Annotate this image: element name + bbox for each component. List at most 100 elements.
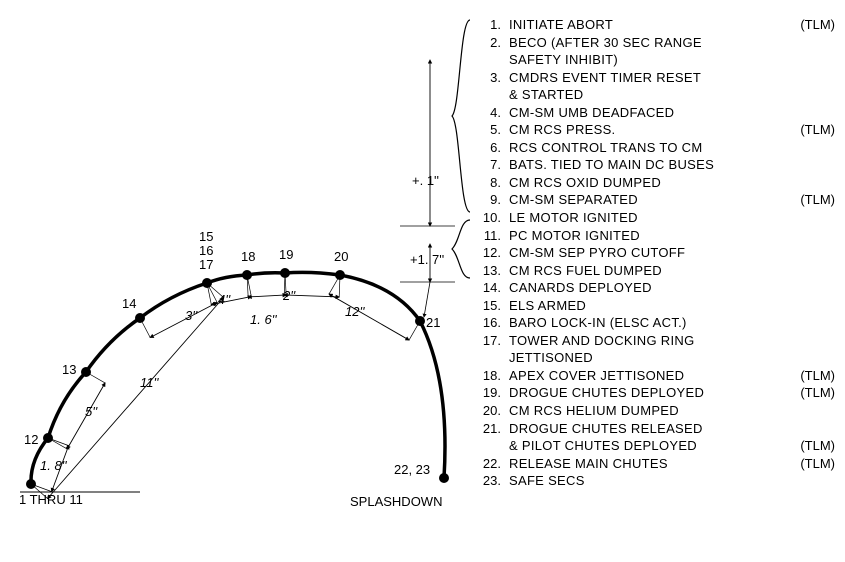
- node-label: 12: [24, 432, 38, 447]
- event-tlm: (TLM): [791, 437, 835, 455]
- event-number: 7.: [475, 156, 501, 174]
- event-tlm: [791, 86, 835, 104]
- event-number: 3.: [475, 69, 501, 87]
- event-text: PC MOTOR IGNITED: [509, 227, 791, 245]
- event-number: 18.: [475, 367, 501, 385]
- dimension-text: 4'': [218, 292, 231, 307]
- node-label: 18: [241, 249, 255, 264]
- event-number: 5.: [475, 121, 501, 139]
- event-text: RCS CONTROL TRANS TO CM: [509, 139, 791, 157]
- event-row: 19.DROGUE CHUTES DEPLOYED(TLM): [475, 384, 835, 402]
- event-tlm: [791, 279, 835, 297]
- event-row: 20.CM RCS HELIUM DUMPED: [475, 402, 835, 420]
- event-number: 14.: [475, 279, 501, 297]
- event-tlm: (TLM): [791, 121, 835, 139]
- dimension-text: 3'': [185, 308, 198, 323]
- event-number: 8.: [475, 174, 501, 192]
- event-tlm: [791, 244, 835, 262]
- event-row: & STARTED: [475, 86, 835, 104]
- event-row: 1.INITIATE ABORT(TLM): [475, 16, 835, 34]
- event-tlm: [791, 420, 835, 438]
- event-number: [475, 349, 501, 367]
- dimension-ext: [409, 321, 420, 340]
- event-tlm: (TLM): [791, 455, 835, 473]
- event-row: 7. BATS. TIED TO MAIN DC BUSES: [475, 156, 835, 174]
- node-label: 20: [334, 249, 348, 264]
- event-text: ELS ARMED: [509, 297, 791, 315]
- event-text: CANARDS DEPLOYED: [509, 279, 791, 297]
- event-tlm: [791, 297, 835, 315]
- event-text: CM RCS OXID DUMPED: [509, 174, 791, 192]
- event-number: 10.: [475, 209, 501, 227]
- event-row: 5.CM RCS PRESS.(TLM): [475, 121, 835, 139]
- event-tlm: (TLM): [791, 191, 835, 209]
- dimension-ext: [329, 275, 340, 294]
- event-number: 4.: [475, 104, 501, 122]
- event-tlm: [791, 69, 835, 87]
- event-number: 11.: [475, 227, 501, 245]
- event-text: & STARTED: [509, 86, 791, 104]
- dimension-ext: [207, 283, 217, 302]
- event-tlm: [791, 314, 835, 332]
- dimension-text: 12'': [345, 304, 365, 319]
- event-row: 3.CMDRS EVENT TIMER RESET: [475, 69, 835, 87]
- event-row: 6. RCS CONTROL TRANS TO CM: [475, 139, 835, 157]
- dimension-text: +. 1'': [412, 173, 439, 188]
- event-number: 23.: [475, 472, 501, 490]
- event-text: & PILOT CHUTES DEPLOYED: [509, 437, 791, 455]
- event-text: BATS. TIED TO MAIN DC BUSES: [509, 156, 791, 174]
- event-number: 15.: [475, 297, 501, 315]
- event-row: 17. TOWER AND DOCKING RING: [475, 332, 835, 350]
- splashdown-label: SPLASHDOWN: [350, 494, 442, 509]
- event-text: BARO LOCK-IN (ELSC ACT.): [509, 314, 791, 332]
- node-label: 19: [279, 247, 293, 262]
- event-row: 14. CANARDS DEPLOYED: [475, 279, 835, 297]
- event-row: 9.CM-SM SEPARATED(TLM): [475, 191, 835, 209]
- event-number: 19.: [475, 384, 501, 402]
- event-row: 11. PC MOTOR IGNITED: [475, 227, 835, 245]
- event-text: JETTISONED: [509, 349, 791, 367]
- node-label: 22, 23: [394, 462, 430, 477]
- event-tlm: [791, 227, 835, 245]
- event-tlm: [791, 262, 835, 280]
- event-text: SAFE SECS: [509, 472, 791, 490]
- event-tlm: [791, 51, 835, 69]
- event-number: 12.: [475, 244, 501, 262]
- event-row: JETTISONED: [475, 349, 835, 367]
- event-tlm: [791, 174, 835, 192]
- trajectory-node: [439, 473, 449, 483]
- event-tlm: (TLM): [791, 16, 835, 34]
- event-tlm: [791, 209, 835, 227]
- node-label: 14: [122, 296, 136, 311]
- event-text: CM-SM UMB DEADFACED: [509, 104, 791, 122]
- event-text: CM RCS HELIUM DUMPED: [509, 402, 791, 420]
- event-number: [475, 51, 501, 69]
- event-row: 23. SAFE SECS: [475, 472, 835, 490]
- event-number: 16.: [475, 314, 501, 332]
- event-tlm: [791, 156, 835, 174]
- event-tlm: [791, 104, 835, 122]
- event-number: 17.: [475, 332, 501, 350]
- event-tlm: [791, 472, 835, 490]
- event-row: 13. CM RCS FUEL DUMPED: [475, 262, 835, 280]
- event-text: TOWER AND DOCKING RING: [509, 332, 791, 350]
- event-number: [475, 437, 501, 455]
- event-text: DROGUE CHUTES RELEASED: [509, 420, 791, 438]
- event-number: 13.: [475, 262, 501, 280]
- event-text: DROGUE CHUTES DEPLOYED: [509, 384, 791, 402]
- event-number: 6.: [475, 139, 501, 157]
- event-number: 9.: [475, 191, 501, 209]
- event-text: BECO (AFTER 30 SEC RANGE: [509, 34, 791, 52]
- event-tlm: [791, 139, 835, 157]
- event-text: RELEASE MAIN CHUTES: [509, 455, 791, 473]
- dimension-ext: [86, 372, 105, 383]
- event-tlm: (TLM): [791, 367, 835, 385]
- dimension-ext: [48, 438, 67, 449]
- event-number: [475, 86, 501, 104]
- event-text: CM-SM SEP PYRO CUTOFF: [509, 244, 791, 262]
- dimension-ext: [140, 318, 150, 337]
- dimension-line: [248, 295, 286, 297]
- dimension-line: [48, 297, 224, 498]
- event-text: CM RCS FUEL DUMPED: [509, 262, 791, 280]
- event-row: 10.LE MOTOR IGNITED: [475, 209, 835, 227]
